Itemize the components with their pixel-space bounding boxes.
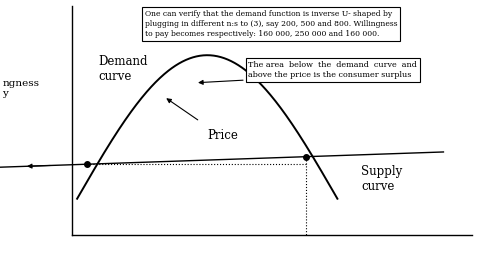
Text: Price: Price: [207, 129, 238, 142]
Text: Supply
curve: Supply curve: [362, 165, 403, 193]
Text: Demand
curve: Demand curve: [99, 55, 148, 83]
Text: The area  below  the  demand  curve  and
above the price is the consumer surplus: The area below the demand curve and abov…: [248, 61, 417, 79]
Text: One can verify that the demand function is inverse U- shaped by
plugging in diff: One can verify that the demand function …: [145, 10, 397, 38]
Text: ngness
y: ngness y: [2, 79, 40, 98]
